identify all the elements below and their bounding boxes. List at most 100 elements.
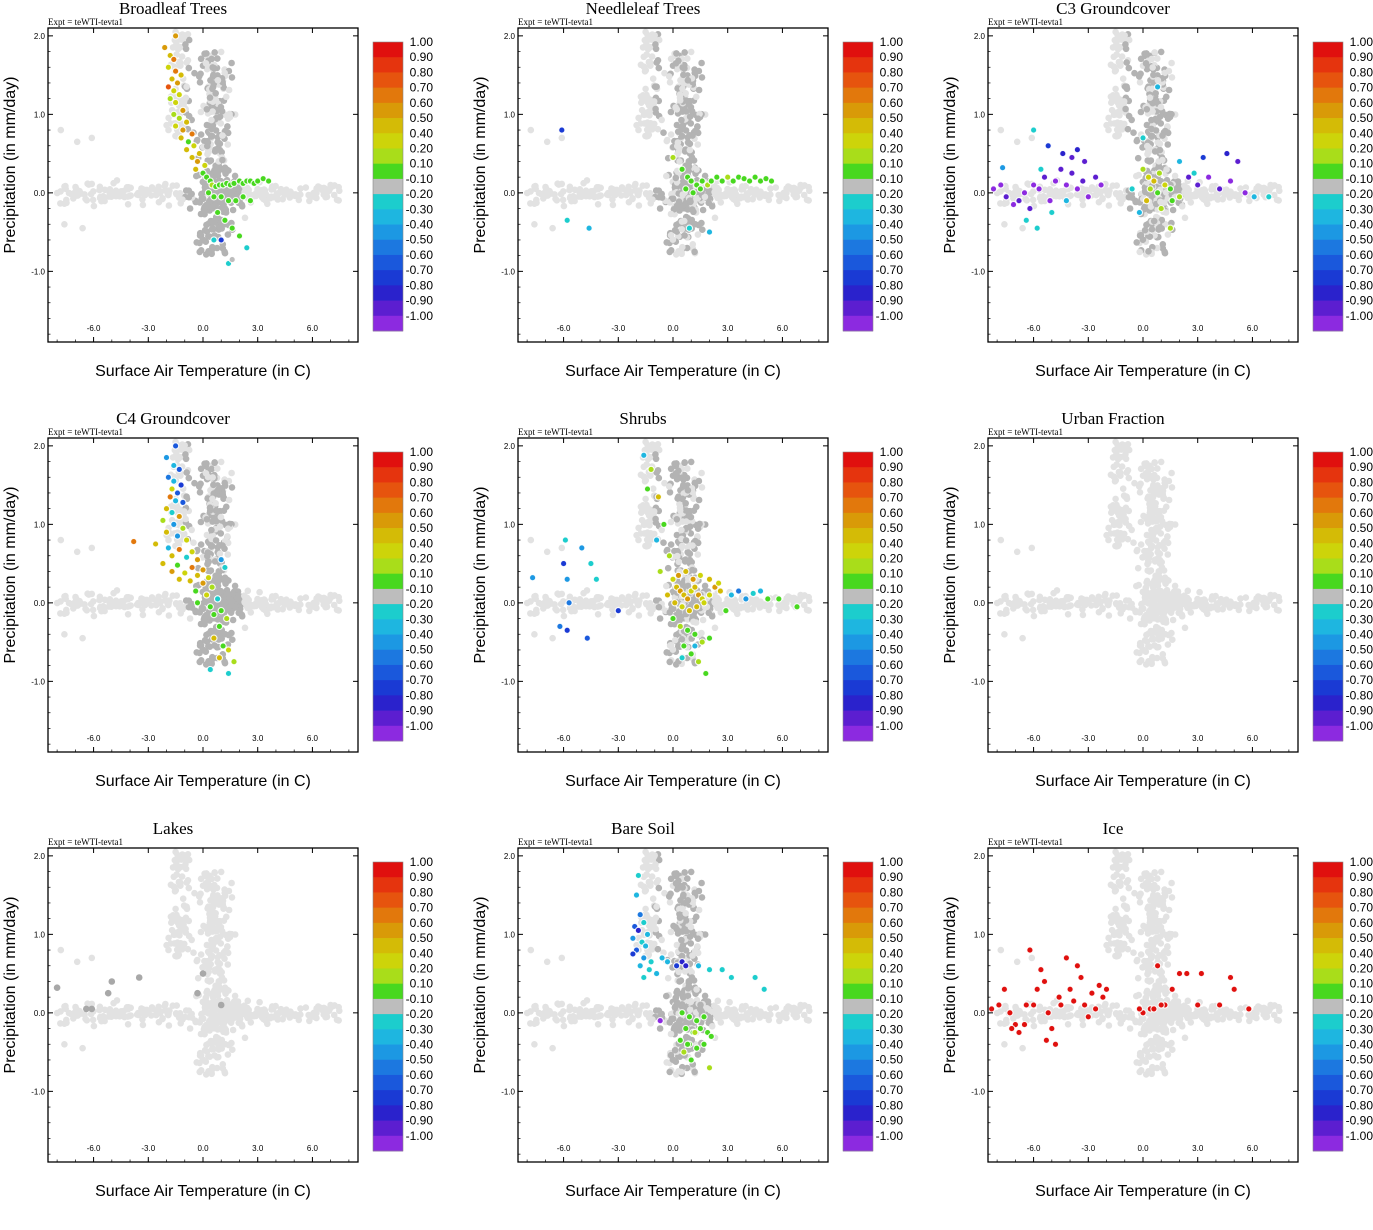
data-point [564,576,570,582]
background-point [696,497,703,504]
background-point [688,514,695,521]
background-point [1122,41,1129,48]
background-point [1142,637,1149,644]
background-point [1188,199,1195,206]
y-tick-label: 1.0 [504,110,516,119]
background-point [796,187,803,194]
background-point [1095,594,1102,601]
background-point [549,635,556,642]
colorbar-swatch [1313,179,1343,195]
colorbar-swatch [1313,103,1343,119]
background-point [683,537,690,544]
background-point [679,108,686,115]
colorbar-label: -0.70 [406,263,434,277]
background-point [690,241,697,248]
background-point [682,500,689,507]
background-point [208,527,215,534]
data-point [657,568,663,574]
data-point [171,478,177,484]
data-point [176,576,182,582]
background-point [1215,606,1222,613]
x-tick-label: 3.0 [722,324,734,333]
data-point [185,139,191,145]
data-point [1041,174,1047,180]
data-point [1162,182,1168,188]
scatter-layer [990,29,1282,258]
colorbar-label: 0.20 [1350,142,1373,156]
data-point [180,127,186,133]
background-point [524,190,531,197]
x-axis-label: Surface Air Temperature (in C) [565,773,781,790]
colorbar-swatch [373,118,403,134]
background-point [1159,157,1166,164]
data-point [205,190,211,196]
background-point [1146,568,1153,575]
data-point [717,588,723,594]
background-point [543,595,550,602]
background-point [1150,72,1157,79]
background-point [1105,127,1112,134]
background-point [652,106,659,113]
data-point [160,517,166,523]
colorbar-swatch [843,604,873,620]
background-point [226,87,233,94]
background-point [1245,602,1252,609]
x-tick-label: 6.0 [307,734,319,743]
background-point [193,239,200,246]
background-point [1029,591,1036,598]
background-point [666,73,673,80]
background-point [1133,173,1140,180]
data-point [233,198,239,204]
background-point [1138,541,1145,548]
background-point [698,220,705,227]
x-tick-label: -6.0 [557,324,571,333]
data-point [174,490,180,496]
background-point [805,197,812,204]
data-point [998,182,1004,188]
background-point [1165,551,1172,558]
background-point [1080,612,1087,619]
data-point [670,616,676,622]
background-point [597,602,604,609]
data-point [167,96,173,102]
background-point [1169,74,1176,81]
background-point [228,470,235,477]
background-point [689,132,696,139]
background-point [1155,77,1162,84]
background-point [175,505,182,512]
background-point [1257,185,1264,192]
data-point [1136,209,1142,215]
background-point [72,193,79,200]
background-point [198,621,205,628]
data-point [247,198,253,204]
colorbar-swatch [843,680,873,696]
background-point [1151,218,1158,225]
colorbar-label: 0.70 [1350,81,1373,95]
data-point [1038,166,1044,172]
background-point [313,605,320,612]
background-point [1127,205,1134,212]
data-point [695,659,701,665]
background-point [232,583,239,590]
background-point [217,147,224,154]
data-point [165,474,171,480]
background-point [723,190,730,197]
colorbar-label: 0.40 [410,536,434,550]
background-point [241,599,248,606]
data-point [1023,217,1029,223]
background-point [218,49,225,56]
background-point [186,194,193,201]
background-point [284,189,291,196]
background-point [268,596,275,603]
background-point [1135,155,1142,162]
x-tick-label: 0.0 [197,324,209,333]
background-point [113,597,120,604]
background-point [668,541,675,548]
colorbar-label: -0.90 [406,704,434,718]
data-point [752,174,758,180]
background-point [700,207,707,214]
colorbar-label: 0.10 [410,567,434,581]
background-point [677,504,684,511]
colorbar-swatch [373,528,403,544]
